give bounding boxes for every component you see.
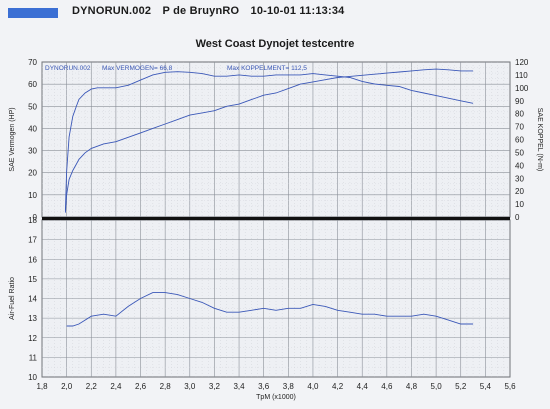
annotation-max-power: Max VERMOGEN= 66,8 bbox=[102, 65, 173, 72]
power-series-line bbox=[64, 68, 474, 213]
blue-header-tab bbox=[8, 8, 58, 18]
x-tick: 5,6 bbox=[504, 382, 516, 391]
x-tick: 4,0 bbox=[307, 382, 319, 391]
x-tick: 2,8 bbox=[160, 382, 172, 391]
y-tick-right: 90 bbox=[515, 97, 524, 106]
y-tick-right: 20 bbox=[515, 187, 524, 196]
y-tick-right: 120 bbox=[515, 58, 529, 67]
x-tick: 5,4 bbox=[480, 382, 492, 391]
x-tick: 4,6 bbox=[381, 382, 393, 391]
y-tick-afr: 10 bbox=[28, 373, 37, 382]
x-tick: 5,0 bbox=[431, 382, 443, 391]
x-tick: 1,8 bbox=[36, 382, 48, 391]
torque-series-line bbox=[64, 71, 474, 211]
y-tick-left: 40 bbox=[28, 124, 37, 133]
header-operator: P de BruynRO bbox=[162, 5, 240, 17]
afr-series-line bbox=[66, 292, 474, 327]
y-tick-afr: 15 bbox=[28, 275, 37, 284]
x-tick: 3,6 bbox=[258, 382, 270, 391]
x-tick: 3,8 bbox=[283, 382, 295, 391]
report-header: DYNORUN.002 P de BruynRO 10-10-01 11:13:… bbox=[72, 5, 352, 17]
y-tick-left: 0 bbox=[33, 213, 38, 222]
x-tick: 4,2 bbox=[332, 382, 344, 391]
y-tick-right: 100 bbox=[515, 84, 529, 93]
y-axis-label-afr: Air-Fuel Ratio bbox=[9, 277, 16, 320]
y-tick-left: 10 bbox=[28, 191, 37, 200]
y-tick-right: 30 bbox=[515, 174, 524, 183]
y-axis-label-right: SAE KOPPEL (N-m) bbox=[536, 108, 543, 172]
y-tick-afr: 14 bbox=[28, 295, 37, 304]
panel-separator bbox=[42, 217, 510, 220]
y-tick-afr: 16 bbox=[28, 255, 37, 264]
x-tick: 4,8 bbox=[406, 382, 418, 391]
y-tick-right: 10 bbox=[515, 200, 524, 209]
y-tick-afr: 13 bbox=[28, 314, 37, 323]
x-tick: 3,2 bbox=[209, 382, 221, 391]
x-tick: 3,4 bbox=[233, 382, 245, 391]
x-tick: 5,2 bbox=[455, 382, 467, 391]
x-tick: 4,4 bbox=[357, 382, 369, 391]
x-tick: 2,2 bbox=[86, 382, 98, 391]
y-tick-right: 80 bbox=[515, 110, 524, 119]
chart-title: West Coast Dynojet testcentre bbox=[195, 38, 355, 50]
y-tick-right: 110 bbox=[515, 71, 528, 80]
y-tick-left: 70 bbox=[28, 58, 37, 67]
x-tick: 2,6 bbox=[135, 382, 147, 391]
header-file: DYNORUN.002 bbox=[72, 5, 152, 17]
annotation-max-torque: Max KOPPELMENT= 112,5 bbox=[227, 65, 307, 72]
header-datetime: 10-10-01 11:13:34 bbox=[250, 5, 345, 17]
y-tick-right: 70 bbox=[515, 123, 524, 132]
y-tick-left: 50 bbox=[28, 102, 37, 111]
y-tick-left: 60 bbox=[28, 80, 37, 89]
annotation-run: DYNORUN.002 bbox=[45, 65, 91, 72]
y-tick-afr: 18 bbox=[28, 216, 37, 225]
y-tick-right: 60 bbox=[515, 136, 524, 145]
x-tick: 2,4 bbox=[110, 382, 122, 391]
y-tick-afr: 11 bbox=[29, 353, 38, 362]
y-tick-afr: 17 bbox=[28, 236, 37, 245]
y-tick-left: 30 bbox=[28, 147, 37, 156]
x-axis-label: TpM (x1000) bbox=[256, 394, 296, 401]
y-tick-afr: 12 bbox=[28, 334, 37, 343]
x-tick: 3,0 bbox=[184, 382, 196, 391]
y-tick-right: 0 bbox=[515, 213, 520, 222]
y-tick-left: 20 bbox=[28, 169, 37, 178]
y-axis-label-left: SAE Vermogen (HP) bbox=[9, 107, 16, 171]
y-tick-right: 50 bbox=[515, 148, 524, 157]
y-tick-right: 40 bbox=[515, 161, 524, 170]
x-tick: 2,0 bbox=[61, 382, 73, 391]
